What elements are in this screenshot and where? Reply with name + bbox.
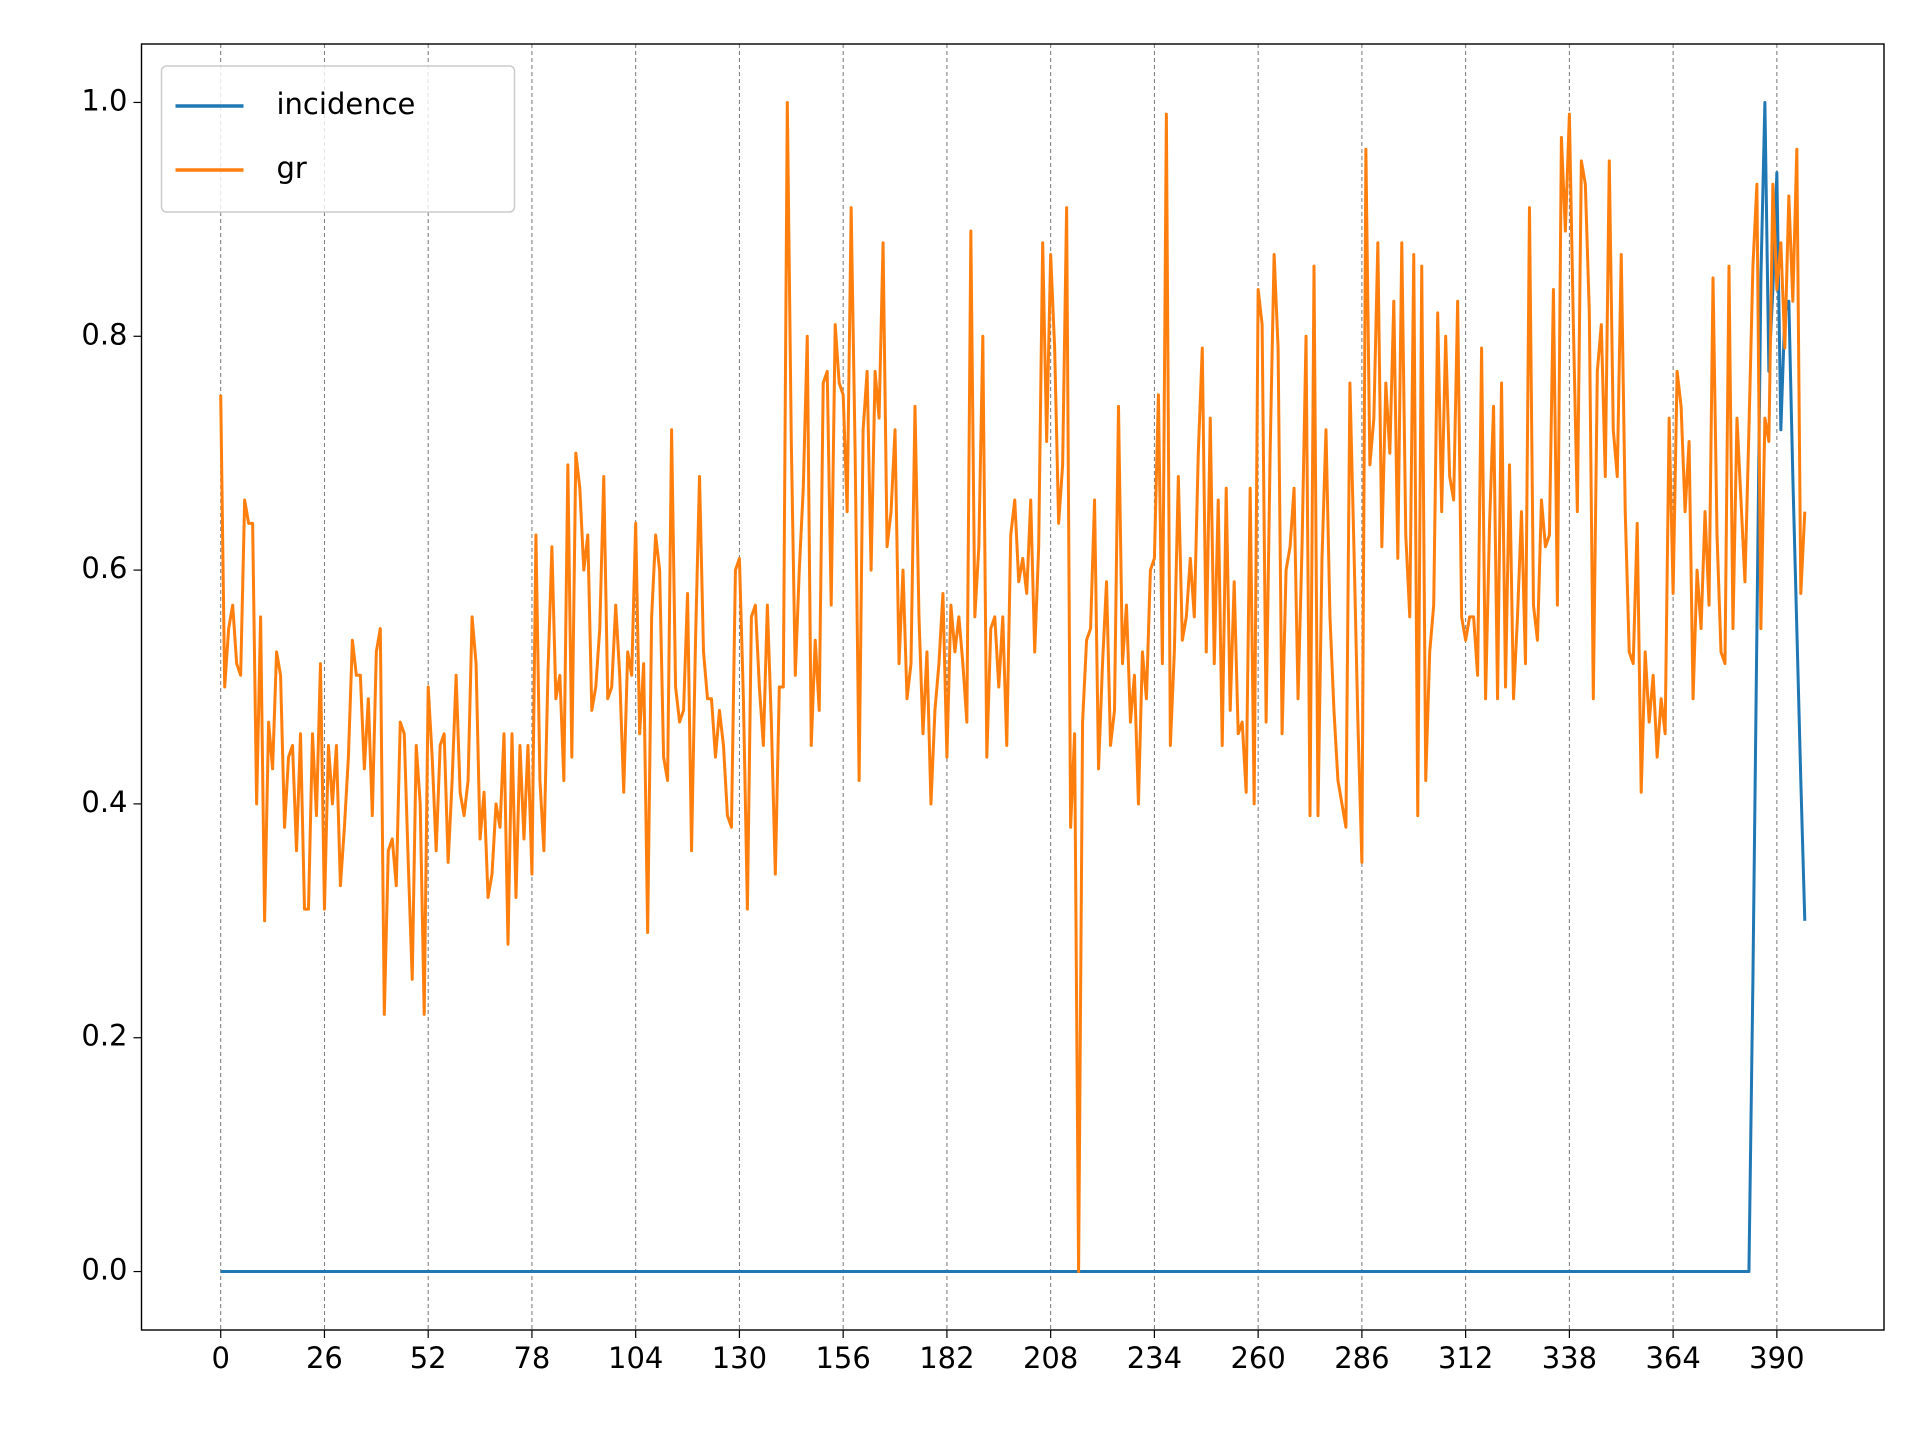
x-tick-label: 26 bbox=[306, 1341, 343, 1375]
x-tick-label: 390 bbox=[1749, 1341, 1804, 1375]
x-tick-label: 52 bbox=[410, 1341, 447, 1375]
x-tick-label: 208 bbox=[1023, 1341, 1078, 1375]
y-tick-label: 0.6 bbox=[81, 551, 127, 585]
x-tick-label: 312 bbox=[1438, 1341, 1493, 1375]
x-tick-label: 260 bbox=[1230, 1341, 1285, 1375]
y-tick-label: 0.0 bbox=[81, 1253, 127, 1287]
x-tick-label: 364 bbox=[1645, 1341, 1700, 1375]
series-line bbox=[220, 100, 1807, 1274]
x-tick-label: 156 bbox=[815, 1341, 870, 1375]
y-tick-label: 0.2 bbox=[81, 1019, 127, 1053]
plot-frame bbox=[140, 43, 1885, 1331]
legend-label: gr bbox=[277, 151, 307, 185]
legend-box bbox=[160, 65, 516, 213]
x-tick-label: 234 bbox=[1127, 1341, 1182, 1375]
y-tick-label: 0.8 bbox=[81, 317, 127, 351]
x-tick-label: 78 bbox=[513, 1341, 550, 1375]
legend-label: incidence bbox=[277, 87, 416, 121]
x-tick-label: 0 bbox=[211, 1341, 229, 1375]
y-tick-label: 1.0 bbox=[81, 83, 127, 117]
x-tick-label: 286 bbox=[1334, 1341, 1389, 1375]
x-tick-label: 104 bbox=[608, 1341, 663, 1375]
series-line bbox=[219, 100, 1807, 1274]
x-tick-label: 338 bbox=[1542, 1341, 1597, 1375]
y-tick-label: 0.4 bbox=[81, 785, 127, 819]
x-tick-label: 182 bbox=[919, 1341, 974, 1375]
x-tick-label: 130 bbox=[712, 1341, 767, 1375]
